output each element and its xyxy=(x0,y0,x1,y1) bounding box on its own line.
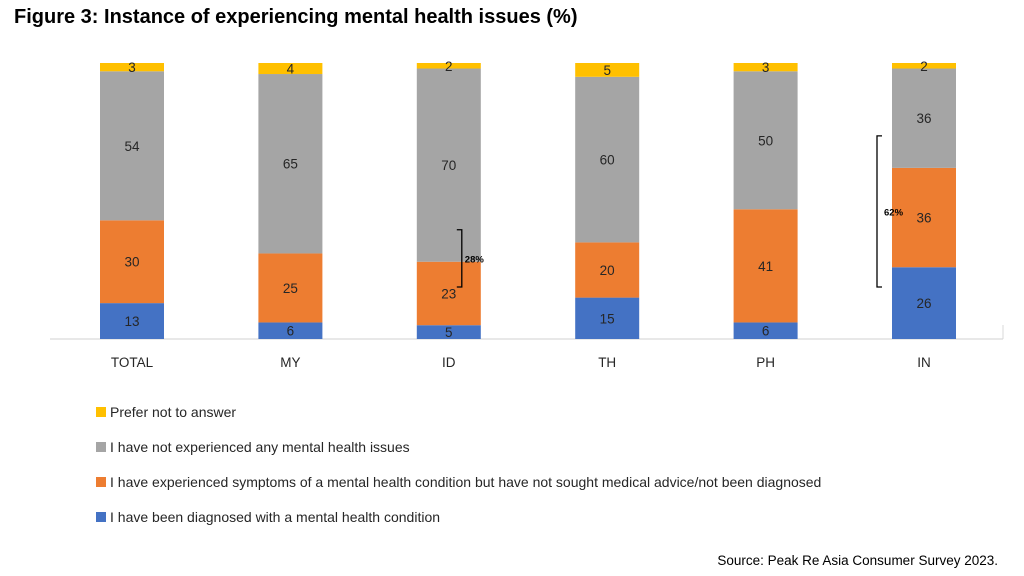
data-label-my-symptoms: 25 xyxy=(283,281,298,296)
chart-title: Figure 3: Instance of experiencing menta… xyxy=(14,6,578,28)
legend-label-symptoms: I have experienced symptoms of a mental … xyxy=(110,473,822,490)
data-label-in-not_experienced: 36 xyxy=(916,111,931,126)
bar-segment-th-not_experienced xyxy=(575,76,640,243)
data-label-my-not_experienced: 65 xyxy=(283,157,298,172)
bar-segment-th-prefer xyxy=(575,63,640,77)
bar-segment-total-not_experienced xyxy=(100,71,164,221)
x-tick-label-id: ID xyxy=(442,355,456,370)
data-label-ph-symptoms: 41 xyxy=(758,259,773,274)
bracket-id xyxy=(456,229,463,288)
bar-segment-in-symptoms xyxy=(892,167,956,268)
bar-segment-ph-symptoms xyxy=(733,209,798,323)
bar-segment-my-prefer xyxy=(258,63,323,75)
legend-label-prefer: Prefer not to answer xyxy=(110,403,237,420)
source-note: Source: Peak Re Asia Consumer Survey 202… xyxy=(717,553,998,568)
x-tick-label-in: IN xyxy=(917,355,931,370)
legend-swatch-diagnosed xyxy=(96,511,106,522)
bar-segment-id-diagnosed xyxy=(416,325,481,339)
bar-segment-my-symptoms xyxy=(258,253,323,323)
legend-item-prefer: Prefer not to answer xyxy=(96,394,821,429)
stacked-bar-chart: 1330543TOTAL625654MY523702ID1520605TH641… xyxy=(50,59,1004,370)
x-tick-label-total: TOTAL xyxy=(111,355,154,370)
data-label-my-diagnosed: 6 xyxy=(287,324,295,339)
bar-segment-th-diagnosed xyxy=(575,297,640,339)
data-label-in-symptoms: 36 xyxy=(916,211,931,226)
bar-segment-total-symptoms xyxy=(100,220,164,304)
bar-segment-total-prefer xyxy=(100,63,164,72)
data-label-th-diagnosed: 15 xyxy=(600,311,615,326)
legend-swatch-symptoms xyxy=(96,476,106,487)
data-label-id-symptoms: 23 xyxy=(441,286,456,301)
data-label-my-prefer: 4 xyxy=(287,62,295,77)
bar-segment-in-prefer xyxy=(892,63,956,69)
bar-segment-my-diagnosed xyxy=(258,322,323,339)
data-label-th-prefer: 5 xyxy=(603,63,611,78)
bar-segment-ph-diagnosed xyxy=(733,322,798,339)
data-label-ph-diagnosed: 6 xyxy=(762,324,770,339)
data-label-total-prefer: 3 xyxy=(128,60,136,75)
data-label-ph-not_experienced: 50 xyxy=(758,133,773,148)
legend-label-diagnosed: I have been diagnosed with a mental heal… xyxy=(110,508,441,525)
bar-segment-in-not_experienced xyxy=(892,68,956,168)
data-label-id-diagnosed: 5 xyxy=(445,325,453,340)
bracket-in xyxy=(876,135,882,288)
data-label-id-prefer: 2 xyxy=(445,59,453,74)
bar-segment-id-symptoms xyxy=(416,261,481,326)
x-tick-label-my: MY xyxy=(280,355,300,370)
legend-item-diagnosed: I have been diagnosed with a mental heal… xyxy=(96,499,821,534)
data-label-id-not_experienced: 70 xyxy=(441,158,456,173)
data-label-in-prefer: 2 xyxy=(920,59,928,74)
bar-segment-my-not_experienced xyxy=(258,74,323,254)
bar-segment-total-diagnosed xyxy=(100,303,164,339)
bar-segment-ph-prefer xyxy=(733,63,798,72)
data-label-total-diagnosed: 13 xyxy=(124,314,139,329)
data-label-th-not_experienced: 60 xyxy=(600,153,615,168)
legend: Prefer not to answer I have not experienc… xyxy=(96,394,821,534)
legend-swatch-prefer xyxy=(96,406,106,417)
bracket-label-in: 62% xyxy=(884,207,904,218)
data-label-total-symptoms: 30 xyxy=(124,255,139,270)
legend-swatch-not_experienced xyxy=(96,441,106,452)
bar-segment-th-symptoms xyxy=(575,242,640,298)
legend-item-symptoms: I have experienced symptoms of a mental … xyxy=(96,464,821,499)
bar-segment-ph-not_experienced xyxy=(733,71,798,210)
data-label-total-not_experienced: 54 xyxy=(124,139,140,154)
legend-label-not_experienced: I have not experienced any mental health… xyxy=(110,438,410,455)
bracket-label-id: 28% xyxy=(465,254,485,265)
legend-item-not_experienced: I have not experienced any mental health… xyxy=(96,429,821,464)
data-label-in-diagnosed: 26 xyxy=(916,296,931,311)
data-label-th-symptoms: 20 xyxy=(600,263,615,278)
bar-segment-id-not_experienced xyxy=(416,68,481,262)
bar-segment-in-diagnosed xyxy=(892,267,956,339)
data-label-ph-prefer: 3 xyxy=(762,60,770,75)
x-tick-label-ph: PH xyxy=(756,355,775,370)
bar-segment-id-prefer xyxy=(416,63,481,69)
x-tick-label-th: TH xyxy=(598,355,616,370)
